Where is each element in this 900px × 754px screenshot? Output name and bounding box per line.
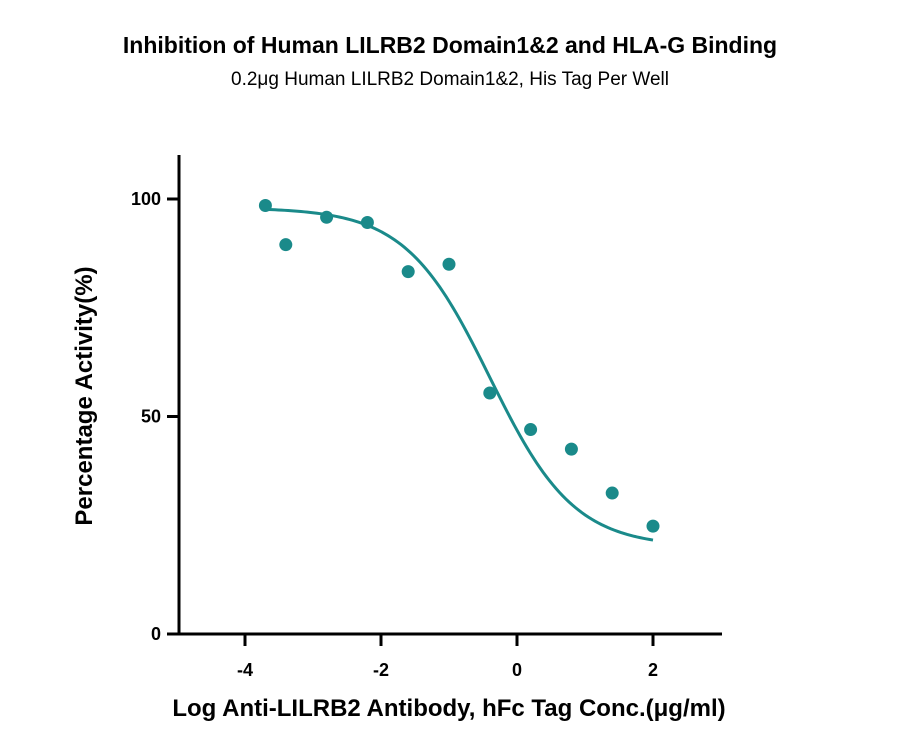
data-point (483, 386, 497, 400)
axes (177, 155, 722, 636)
data-point (524, 423, 538, 437)
y-tick-label: 0 (151, 624, 161, 644)
x-tick-label: -4 (237, 660, 253, 680)
data-point (258, 199, 272, 213)
chart-title: Inhibition of Human LILRB2 Domain1&2 and… (122, 32, 778, 58)
y-tick-label: 100 (131, 189, 161, 209)
ticks: 0 50 100 -4 -2 0 2 (131, 189, 658, 680)
data-point (442, 257, 456, 271)
y-tick-label: 50 (141, 407, 161, 427)
data-point (320, 210, 334, 224)
fit-curve-group (265, 207, 654, 542)
data-point (564, 442, 578, 456)
fit-curve (265, 207, 654, 542)
y-axis-title: Percentage Activity(%) (71, 266, 98, 525)
x-tick-label: 2 (648, 660, 658, 680)
data-point (646, 519, 660, 533)
data-point (360, 215, 374, 229)
x-axis-title: Log Anti-LILRB2 Antibody, hFc Tag Conc.(… (172, 695, 725, 722)
data-point (401, 265, 415, 279)
data-points (258, 199, 660, 533)
chart-subtitle: 0.2μg Human LILRB2 Domain1&2, His Tag Pe… (231, 69, 669, 90)
data-point (279, 238, 293, 252)
data-point (605, 486, 619, 500)
x-tick-label: -2 (373, 660, 389, 680)
x-tick-label: 0 (512, 660, 522, 680)
